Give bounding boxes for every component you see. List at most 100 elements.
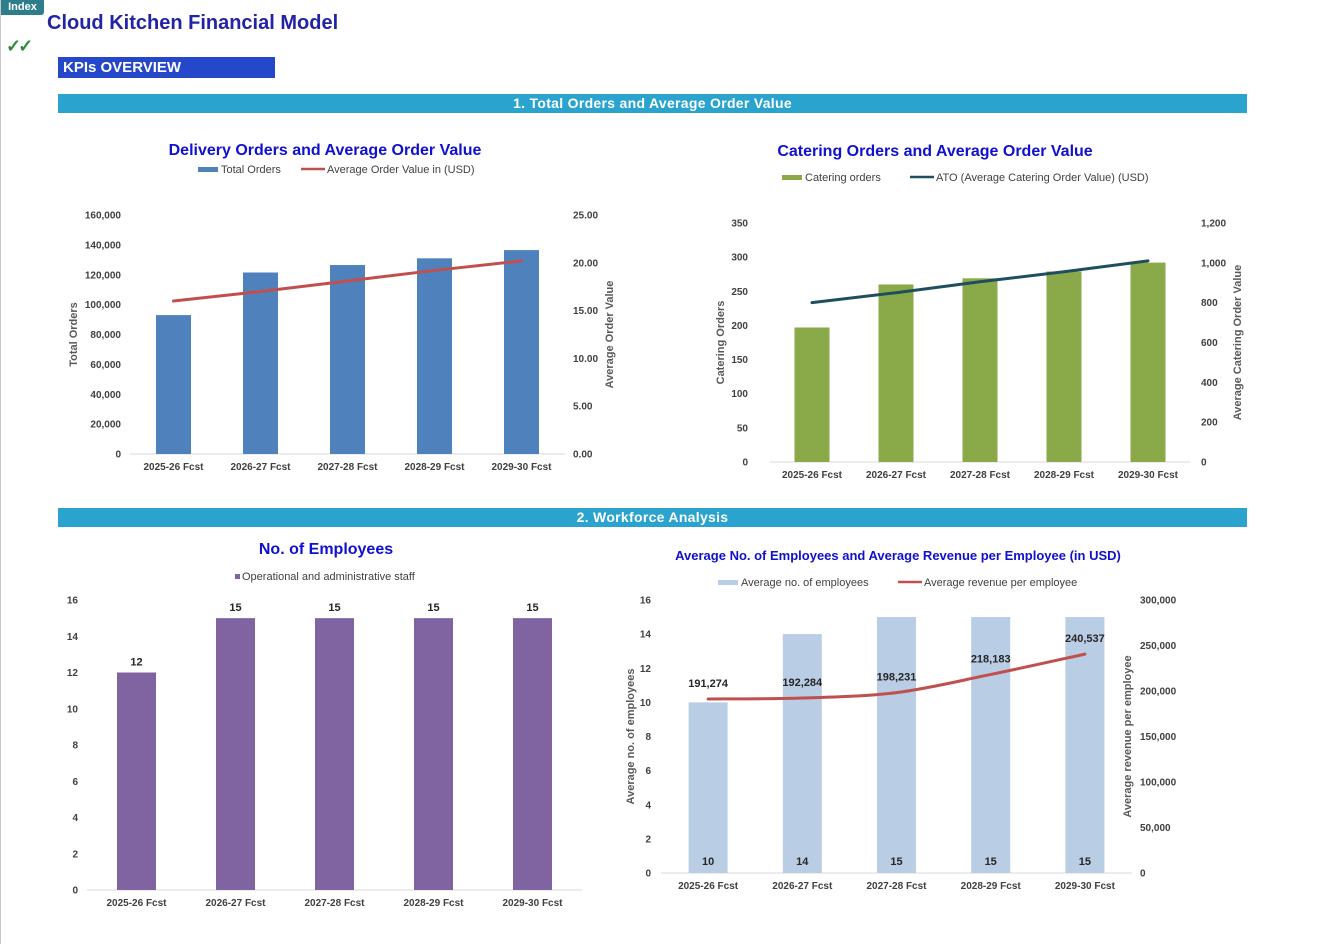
bar-data-label: 15 bbox=[1079, 856, 1091, 868]
y-tick-label: 40,000 bbox=[90, 390, 121, 401]
legend-label: Average no. of employees bbox=[741, 577, 869, 589]
catering-orders-chart: Catering Orders and Average Order Value C… bbox=[715, 143, 1244, 481]
y2-axis-label: Average Order Value bbox=[604, 281, 616, 389]
y-tick-label: 10 bbox=[640, 698, 652, 709]
bar-data-label: 14 bbox=[796, 856, 809, 868]
bar bbox=[782, 634, 822, 873]
y2-tick-label: 150,000 bbox=[1140, 732, 1177, 743]
section-orders-header: 1. Total Orders and Average Order Value bbox=[58, 94, 1247, 113]
y-tick-label: 2 bbox=[645, 834, 651, 845]
x-tick-label: 2029-30 Fcst bbox=[1055, 881, 1116, 892]
y2-tick-label: 800 bbox=[1201, 298, 1218, 309]
y-tick-label: 0 bbox=[645, 869, 651, 880]
x-tick-label: 2027-28 Fcst bbox=[866, 881, 927, 892]
y-tick-label: 12 bbox=[640, 664, 652, 675]
legend-label: Catering orders bbox=[805, 172, 881, 184]
section-workforce-header: 2. Workforce Analysis bbox=[58, 508, 1247, 527]
y-tick-label: 120,000 bbox=[85, 270, 122, 281]
y-tick-label: 300 bbox=[731, 253, 748, 264]
y2-tick-label: 600 bbox=[1201, 338, 1218, 349]
x-tick-label: 2028-29 Fcst bbox=[404, 462, 465, 473]
y2-tick-label: 250,000 bbox=[1140, 641, 1177, 652]
y-axis-label: Average no. of employees bbox=[625, 669, 637, 805]
y2-tick-label: 5.00 bbox=[573, 402, 593, 413]
x-tick-label: 2026-27 Fcst bbox=[866, 470, 927, 481]
bar bbox=[688, 702, 728, 873]
left-rule bbox=[0, 0, 1, 944]
y-tick-label: 8 bbox=[645, 732, 651, 743]
bar-data-label: 15 bbox=[985, 856, 997, 868]
y-tick-label: 14 bbox=[640, 630, 652, 641]
y2-tick-label: 0.00 bbox=[573, 450, 593, 461]
legend-label: Total Orders bbox=[221, 164, 281, 176]
bar bbox=[243, 272, 278, 454]
y2-tick-label: 0 bbox=[1201, 458, 1207, 469]
y-tick-label: 160,000 bbox=[85, 211, 122, 222]
bar bbox=[330, 265, 365, 454]
y2-tick-label: 100,000 bbox=[1140, 778, 1177, 789]
x-tick-label: 2025-26 Fcst bbox=[106, 898, 167, 909]
x-tick-label: 2028-29 Fcst bbox=[1034, 470, 1095, 481]
bar bbox=[971, 617, 1011, 873]
legend-swatch bbox=[235, 574, 240, 579]
page-title: Cloud Kitchen Financial Model bbox=[47, 12, 339, 34]
y-tick-label: 4 bbox=[72, 813, 78, 824]
y2-tick-label: 50,000 bbox=[1140, 823, 1171, 834]
bar bbox=[216, 618, 255, 890]
y-tick-label: 350 bbox=[731, 219, 748, 230]
x-tick-label: 2027-28 Fcst bbox=[950, 470, 1011, 481]
series-line bbox=[172, 259, 523, 303]
bar-data-label: 12 bbox=[130, 657, 142, 669]
revenue-per-employee-chart: Average No. of Employees and Average Rev… bbox=[625, 548, 1177, 892]
bar-data-label: 15 bbox=[328, 602, 340, 614]
legend-swatch bbox=[718, 580, 738, 585]
y-tick-label: 12 bbox=[67, 668, 79, 679]
bar-data-label: 15 bbox=[890, 856, 902, 868]
x-tick-label: 2027-28 Fcst bbox=[304, 898, 365, 909]
bar bbox=[877, 617, 916, 873]
bar bbox=[414, 618, 453, 890]
y2-tick-label: 300,000 bbox=[1140, 596, 1177, 607]
bar bbox=[513, 618, 552, 890]
line-data-label: 240,537 bbox=[1065, 633, 1105, 645]
bar bbox=[1065, 617, 1105, 873]
y-tick-label: 80,000 bbox=[90, 330, 121, 341]
y-tick-label: 100 bbox=[731, 389, 748, 400]
y-tick-label: 16 bbox=[67, 596, 79, 607]
legend-swatch bbox=[782, 175, 802, 180]
bar bbox=[794, 327, 830, 462]
y2-tick-label: 400 bbox=[1201, 378, 1218, 389]
y-tick-label: 16 bbox=[640, 596, 652, 607]
y-tick-label: 0 bbox=[72, 886, 78, 897]
y-tick-label: 150 bbox=[731, 355, 748, 366]
x-tick-label: 2026-27 Fcst bbox=[230, 462, 291, 473]
y-tick-label: 250 bbox=[731, 287, 748, 298]
y-tick-label: 60,000 bbox=[90, 360, 121, 371]
bar bbox=[962, 278, 998, 462]
y2-tick-label: 200 bbox=[1201, 418, 1218, 429]
y-tick-label: 2 bbox=[72, 849, 78, 860]
y2-tick-label: 25.00 bbox=[573, 211, 598, 222]
y-tick-label: 14 bbox=[67, 632, 79, 643]
legend-label: Average Order Value in (USD) bbox=[327, 164, 475, 176]
y2-tick-label: 20.00 bbox=[573, 258, 598, 269]
y-tick-label: 8 bbox=[72, 741, 78, 752]
y-tick-label: 6 bbox=[645, 766, 651, 777]
y-axis-label: Catering Orders bbox=[715, 301, 727, 385]
chart-title: No. of Employees bbox=[259, 541, 393, 558]
y-tick-label: 100,000 bbox=[85, 300, 122, 311]
line-data-label: 198,231 bbox=[877, 672, 917, 684]
bar bbox=[156, 315, 191, 454]
series-line bbox=[706, 652, 1087, 701]
y-axis-label: Total Orders bbox=[68, 302, 80, 367]
line-data-label: 191,274 bbox=[688, 678, 729, 690]
bar-data-label: 10 bbox=[702, 856, 714, 868]
x-tick-label: 2025-26 Fcst bbox=[143, 462, 204, 473]
x-tick-label: 2029-30 Fcst bbox=[1118, 470, 1179, 481]
y-tick-label: 6 bbox=[72, 777, 78, 788]
index-button[interactable]: Index bbox=[1, 0, 44, 15]
chart-title: Catering Orders and Average Order Value bbox=[777, 143, 1092, 160]
x-tick-label: 2029-30 Fcst bbox=[502, 898, 563, 909]
bar bbox=[1046, 271, 1082, 462]
bar bbox=[878, 284, 914, 462]
